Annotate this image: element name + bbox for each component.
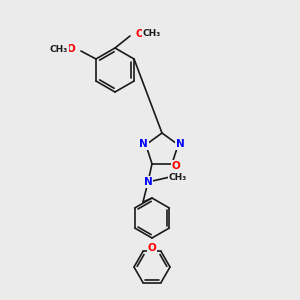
- Text: CH₃: CH₃: [169, 172, 187, 182]
- Text: CH₃: CH₃: [143, 29, 161, 38]
- Text: N: N: [144, 177, 152, 187]
- Text: N: N: [140, 139, 148, 149]
- Text: N: N: [176, 139, 184, 149]
- Text: O: O: [67, 44, 75, 54]
- Text: O: O: [172, 161, 180, 171]
- Text: CH₃: CH₃: [50, 44, 68, 53]
- Text: O: O: [136, 29, 144, 39]
- Text: O: O: [148, 243, 156, 253]
